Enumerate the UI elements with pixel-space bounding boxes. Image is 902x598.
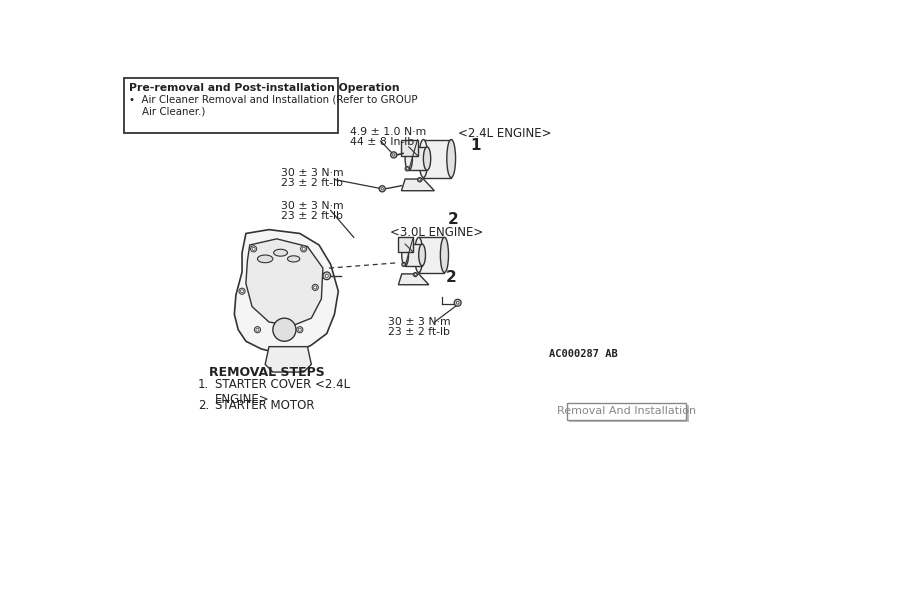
Circle shape (323, 272, 331, 280)
Ellipse shape (288, 256, 299, 262)
Ellipse shape (257, 255, 272, 263)
Text: Removal And Installation: Removal And Installation (557, 406, 696, 416)
Ellipse shape (440, 237, 448, 273)
Circle shape (403, 263, 405, 266)
Bar (399, 237, 413, 252)
Text: 23 ± 2 ft-lb: 23 ± 2 ft-lb (281, 178, 343, 188)
Circle shape (241, 289, 244, 293)
Ellipse shape (419, 244, 426, 266)
Circle shape (254, 327, 261, 333)
Text: REMOVAL STEPS: REMOVAL STEPS (209, 366, 325, 379)
Bar (569, 405, 688, 422)
Text: 1.: 1. (198, 378, 209, 391)
Bar (124, 78, 338, 133)
Polygon shape (265, 347, 311, 372)
Text: 2.: 2. (198, 399, 209, 412)
Bar (405, 244, 422, 266)
Circle shape (405, 167, 410, 171)
Text: 23 ± 2 ft-lb: 23 ± 2 ft-lb (281, 211, 343, 221)
Ellipse shape (405, 147, 412, 170)
Circle shape (312, 284, 318, 291)
Circle shape (239, 288, 245, 294)
Ellipse shape (415, 237, 423, 273)
Text: 30 ± 3 N·m: 30 ± 3 N·m (389, 316, 451, 327)
Polygon shape (235, 230, 338, 355)
Circle shape (272, 318, 296, 341)
Bar (401, 139, 418, 155)
Text: <3.0L ENGINE>: <3.0L ENGINE> (390, 226, 483, 239)
Circle shape (418, 178, 422, 182)
Circle shape (299, 328, 301, 331)
Circle shape (314, 286, 317, 289)
Text: Pre-removal and Post-installation Operation: Pre-removal and Post-installation Operat… (129, 83, 400, 93)
Circle shape (391, 152, 397, 158)
Circle shape (401, 263, 406, 267)
Text: 1: 1 (471, 138, 482, 153)
Bar (567, 403, 686, 420)
Text: 2: 2 (446, 270, 456, 285)
Polygon shape (401, 179, 435, 191)
Ellipse shape (446, 139, 456, 178)
Ellipse shape (423, 147, 431, 170)
Circle shape (252, 248, 255, 251)
Text: AC000287 AB: AC000287 AB (549, 349, 618, 359)
Circle shape (456, 301, 459, 304)
Text: •  Air Cleaner Removal and Installation (Refer to GROUP
    Air Cleaner.): • Air Cleaner Removal and Installation (… (129, 95, 418, 117)
Circle shape (256, 328, 259, 331)
Circle shape (251, 246, 257, 252)
Bar (409, 147, 427, 170)
Bar (419, 237, 445, 273)
Text: <2.4L ENGINE>: <2.4L ENGINE> (457, 127, 551, 140)
Circle shape (392, 154, 395, 156)
Circle shape (414, 273, 417, 276)
Ellipse shape (419, 139, 428, 178)
Text: 23 ± 2 ft‑lb: 23 ± 2 ft‑lb (389, 327, 450, 337)
Text: 4.9 ± 1.0 N·m: 4.9 ± 1.0 N·m (350, 127, 426, 137)
Circle shape (381, 188, 383, 190)
Text: 30 ± 3 N·m: 30 ± 3 N·m (281, 168, 343, 178)
Text: STARTER COVER <2.4L
ENGINE>: STARTER COVER <2.4L ENGINE> (215, 378, 350, 406)
Circle shape (419, 179, 421, 181)
Circle shape (326, 274, 328, 277)
Text: 30 ± 3 N·m: 30 ± 3 N·m (281, 201, 343, 211)
Circle shape (455, 299, 461, 306)
Circle shape (413, 273, 418, 277)
Polygon shape (399, 274, 428, 285)
Circle shape (379, 186, 385, 192)
Polygon shape (246, 239, 323, 326)
Ellipse shape (273, 249, 288, 256)
Text: STARTER MOTOR: STARTER MOTOR (215, 399, 315, 412)
Text: 44 ± 8 In-lb: 44 ± 8 In-lb (350, 137, 414, 147)
Circle shape (297, 327, 303, 333)
Circle shape (302, 248, 305, 251)
Bar (423, 139, 451, 178)
Circle shape (406, 167, 409, 170)
Circle shape (300, 246, 307, 252)
Ellipse shape (401, 244, 409, 266)
Text: 2: 2 (447, 212, 458, 227)
